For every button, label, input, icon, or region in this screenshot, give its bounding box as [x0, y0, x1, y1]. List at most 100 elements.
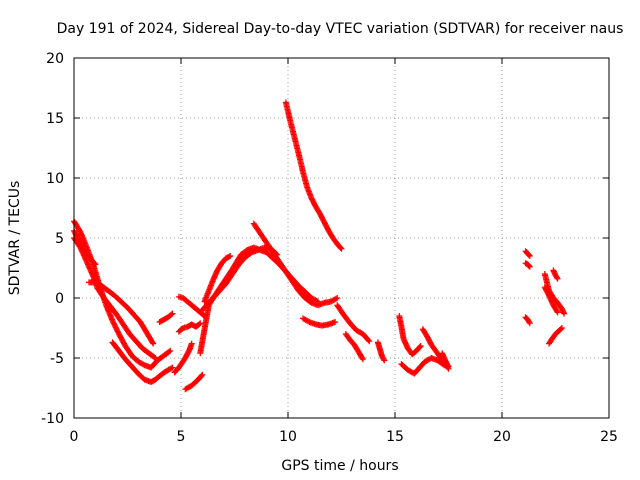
series-arc-ab: [550, 267, 561, 282]
data-point: [152, 355, 159, 361]
series-arc-g: [171, 340, 195, 376]
series-arc-t: [396, 313, 424, 358]
data-point: [553, 308, 560, 315]
series-arc-e: [109, 339, 176, 385]
data-point: [445, 363, 452, 370]
data-point: [444, 362, 451, 369]
data-point: [110, 319, 117, 326]
series-arc-f: [156, 310, 176, 325]
x-tick-label: 20: [493, 429, 511, 445]
y-tick-label: 5: [55, 231, 64, 247]
series-arc-y: [522, 260, 533, 270]
series-arc-o: [282, 99, 345, 252]
data-point: [417, 343, 424, 349]
x-tick-label: 5: [177, 429, 186, 445]
plot-frame: [73, 57, 610, 419]
data-point: [561, 310, 568, 317]
data-point: [416, 343, 423, 350]
x-tick-label: 25: [600, 429, 618, 445]
series-arc-j: [182, 371, 206, 393]
tick-label-layer: 0 5 10 15 20 25 -10 -5 0 5 10 15 20: [41, 51, 618, 445]
data-point: [111, 321, 118, 328]
data-point: [169, 310, 176, 317]
data-point: [359, 356, 366, 363]
series-arc-s: [374, 339, 388, 364]
data-point: [168, 311, 175, 318]
series-arc-ad: [546, 325, 565, 347]
series-arc-r: [342, 331, 366, 363]
data-point: [526, 263, 533, 270]
data-point: [113, 325, 120, 332]
series-arc-p: [299, 315, 339, 329]
data-point: [188, 340, 195, 347]
series-arc-w: [439, 350, 452, 370]
data-point: [366, 338, 373, 345]
data-point: [558, 325, 565, 331]
data-point: [166, 348, 173, 355]
data-point: [92, 261, 99, 268]
data-point: [114, 327, 121, 334]
data-point: [91, 260, 98, 267]
data-point: [110, 320, 117, 327]
series-arc-h: [175, 320, 204, 335]
data-point: [169, 364, 176, 371]
data-point: [557, 326, 564, 332]
data-point: [359, 355, 366, 361]
series-arc-b: [71, 235, 159, 361]
data-point: [381, 357, 388, 364]
series-arc-ac: [541, 284, 561, 316]
data-point: [526, 320, 533, 327]
data-point: [553, 274, 560, 281]
data-point: [199, 371, 206, 378]
y-tick-label: 20: [46, 51, 64, 67]
data-point: [365, 337, 372, 344]
data-point: [334, 295, 341, 301]
data-point: [337, 244, 344, 251]
data-point: [526, 263, 533, 269]
data-point: [197, 320, 204, 327]
chart-title: Day 191 of 2024, Sidereal Day-to-day VTE…: [57, 21, 624, 37]
data-point: [227, 253, 234, 259]
series-arc-x: [522, 248, 533, 259]
x-axis-label: GPS time / hours: [281, 458, 398, 474]
data-point: [554, 309, 561, 316]
data-point: [168, 365, 175, 372]
series-arc-m: [201, 253, 234, 305]
data-point: [338, 245, 345, 252]
series-arc-z: [522, 314, 533, 327]
data-point: [526, 319, 533, 325]
series-arc-q: [334, 302, 373, 345]
data-point: [196, 321, 203, 328]
data-point: [167, 347, 174, 354]
y-tick-label: -5: [50, 351, 64, 367]
series-arc-k: [197, 244, 321, 357]
data-point: [380, 356, 387, 363]
series-arc-a: [71, 218, 174, 371]
y-tick-label: 15: [46, 111, 64, 127]
x-tick-label: 0: [70, 429, 79, 445]
data-point: [151, 354, 158, 361]
x-tick-label: 10: [279, 429, 297, 445]
data-point: [554, 275, 561, 282]
series-arc-n: [250, 220, 341, 309]
data-point: [150, 340, 157, 347]
data-point: [114, 328, 121, 335]
data-point: [198, 372, 205, 379]
data-point: [332, 319, 339, 325]
data-point: [332, 295, 339, 302]
data-point: [109, 317, 116, 324]
points-layer: [71, 99, 568, 393]
data-point: [112, 324, 119, 331]
y-tick-label: 0: [55, 291, 64, 307]
series-arc-i: [175, 293, 208, 319]
data-point: [526, 253, 533, 259]
series-arc-d: [85, 279, 157, 347]
data-point: [149, 339, 156, 346]
x-tick-label: 15: [386, 429, 404, 445]
y-tick-label: 10: [46, 171, 64, 187]
data-point: [526, 252, 533, 259]
y-tick-label: -10: [41, 411, 64, 427]
y-axis-label: SDTVAR / TECUs: [7, 181, 23, 296]
